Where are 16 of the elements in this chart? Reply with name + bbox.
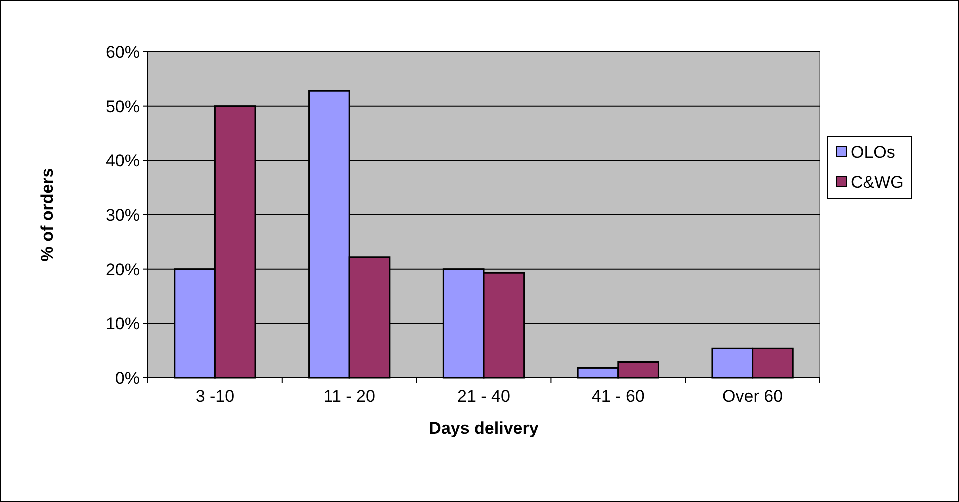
x-tick-label: Over 60 bbox=[722, 387, 784, 406]
x-tick-label: 41 - 60 bbox=[592, 387, 645, 406]
y-tick-label: 40% bbox=[106, 152, 140, 171]
y-tick-label: 30% bbox=[106, 206, 140, 225]
x-axis-title: Days delivery bbox=[429, 419, 540, 438]
y-tick-label: 10% bbox=[106, 314, 140, 334]
x-tick-label: 3 -10 bbox=[196, 387, 235, 406]
y-tick-label: 20% bbox=[106, 260, 140, 280]
legend-label: C&WG bbox=[851, 172, 904, 192]
y-tick-label: 0% bbox=[115, 368, 140, 388]
y-tick-label: 50% bbox=[106, 97, 140, 116]
y-tick-label: 60% bbox=[106, 42, 140, 62]
legend-label: OLOs bbox=[851, 142, 896, 162]
y-axis-title: % of orders bbox=[38, 168, 57, 262]
x-tick-label: 11 - 20 bbox=[324, 387, 376, 406]
x-tick-label: 21 - 40 bbox=[458, 387, 510, 406]
